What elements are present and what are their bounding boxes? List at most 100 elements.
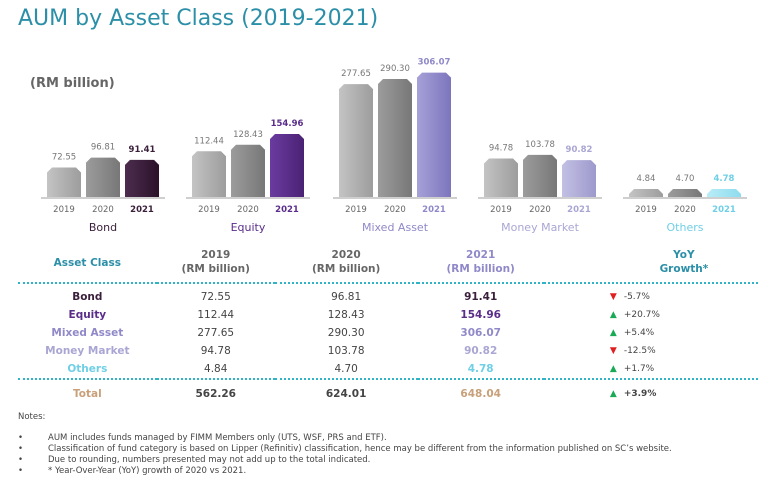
bar-others-2019 (629, 189, 663, 197)
year-label-others-2021: 2021 (712, 205, 736, 215)
year-label-others-2019: 2019 (635, 205, 657, 215)
data-label-equity-2020: 128.43 (233, 130, 263, 140)
row-2020: 103.78 (327, 345, 365, 357)
year-label-money-market-2021: 2021 (567, 205, 591, 215)
category-label-equity: Equity (231, 221, 266, 234)
total-yoy: ▲ +3.9% (544, 379, 758, 405)
down-arrow-icon: ▼ (609, 346, 617, 356)
row-yoy: ▼ -5.7% (544, 283, 758, 306)
total-2019: 562.26 (195, 388, 236, 400)
unit-label: (RM billion) (30, 76, 115, 91)
row-yoy-value: -5.7% (623, 292, 650, 302)
header-2020: 2020 (RM billion) (311, 249, 381, 275)
category-label-others: Others (667, 221, 704, 234)
row-2020: 290.30 (327, 327, 365, 339)
total-yoy-value: +3.9% (623, 389, 657, 399)
row-2021: 91.41 (464, 291, 498, 303)
data-label-others-2021: 4.78 (714, 174, 735, 184)
note-item: Classification of fund category is based… (18, 444, 758, 455)
bar-mixed-asset-2020 (378, 79, 412, 197)
notes-title: Notes: (18, 412, 46, 422)
row-2021: 306.07 (460, 327, 501, 339)
data-label-bond-2019: 72.55 (52, 153, 76, 163)
year-label-bond-2020: 2020 (92, 205, 114, 215)
table-row: Money Market 94.78 103.78 90.82 ▼ -12.5% (18, 342, 758, 360)
row-2019: 112.44 (197, 309, 235, 321)
year-label-bond-2019: 2019 (53, 205, 75, 215)
aum-bar-chart: 72.55 2019 96.81 2020 91.41 2021 Bond 112.44 201… (41, 58, 747, 234)
data-label-others-2019: 4.84 (637, 174, 656, 184)
data-label-money-market-2020: 103.78 (525, 140, 555, 150)
note-item: Due to rounding, numbers presented may n… (18, 455, 758, 466)
note-item: * Year-Over-Year (YoY) growth of 2020 vs… (18, 466, 758, 477)
row-asset-class: Money Market (45, 345, 130, 357)
data-label-money-market-2021: 90.82 (566, 145, 593, 155)
row-2019: 277.65 (197, 327, 235, 339)
row-asset-class: Bond (72, 291, 103, 303)
header-2019: 2019 (RM billion) (181, 249, 250, 275)
bar-others-2021 (707, 189, 741, 197)
year-label-others-2020: 2020 (674, 205, 696, 215)
bar-bond-2020 (86, 157, 120, 197)
row-yoy: ▲ +20.7% (544, 306, 758, 324)
data-label-bond-2021: 91.41 (129, 145, 156, 155)
year-label-mixed-asset-2021: 2021 (422, 205, 446, 215)
bar-equity-2021 (270, 134, 304, 197)
year-label-money-market-2019: 2019 (490, 205, 512, 215)
year-label-mixed-asset-2020: 2020 (384, 205, 406, 215)
table-header-row: Asset Class 2019 (RM billion) 2020 (RM bil… (18, 246, 758, 283)
total-2020: 624.01 (325, 388, 367, 400)
bar-others-2020 (668, 189, 702, 197)
row-2021: 154.96 (460, 309, 501, 321)
row-asset-class: Others (67, 363, 108, 375)
total-2021: 648.04 (460, 388, 501, 400)
bar-money-market-2021 (562, 160, 596, 197)
data-label-bond-2020: 96.81 (91, 143, 115, 153)
row-asset-class: Mixed Asset (51, 327, 124, 339)
year-label-mixed-asset-2019: 2019 (345, 205, 367, 215)
notes-list: AUM includes funds managed by FIMM Membe… (18, 433, 758, 477)
row-2019: 72.55 (200, 291, 231, 303)
data-label-equity-2021: 154.96 (271, 119, 304, 129)
row-yoy: ▼ -12.5% (544, 342, 758, 360)
year-label-money-market-2020: 2020 (529, 205, 551, 215)
year-label-equity-2020: 2020 (237, 205, 259, 215)
row-2019: 94.78 (200, 345, 231, 357)
bar-equity-2019 (192, 151, 226, 197)
data-label-mixed-asset-2020: 290.30 (380, 64, 410, 74)
down-arrow-icon: ▼ (609, 292, 617, 302)
data-label-money-market-2019: 94.78 (489, 143, 513, 153)
data-label-equity-2019: 112.44 (194, 136, 224, 146)
bar-bond-2021 (125, 159, 159, 197)
header-2021: 2021 (RM billion) (446, 249, 515, 275)
data-label-others-2020: 4.70 (676, 174, 695, 184)
year-label-bond-2021: 2021 (130, 205, 154, 215)
table-total-row: Total 562.26 624.01 648.04 ▲ +3.9% (18, 379, 758, 405)
row-yoy-value: -12.5% (623, 346, 656, 356)
notes: Notes: AUM includes funds managed by FIM… (18, 412, 758, 477)
row-2020: 128.43 (327, 309, 365, 321)
header-asset-class: Asset Class (53, 257, 121, 269)
table-row: Equity 112.44 128.43 154.96 ▲ +20.7% (18, 306, 758, 324)
up-arrow-icon: ▲ (609, 389, 617, 399)
row-yoy-value: +1.7% (623, 364, 655, 374)
data-label-mixed-asset-2019: 277.65 (341, 69, 371, 79)
bar-mixed-asset-2019 (339, 84, 373, 197)
row-2020: 4.70 (334, 363, 358, 375)
up-arrow-icon: ▲ (609, 310, 617, 320)
bar-money-market-2020 (523, 154, 557, 197)
total-label: Total (72, 388, 102, 400)
row-asset-class: Equity (68, 309, 107, 321)
row-2019: 4.84 (204, 363, 228, 375)
category-label-money-market: Money Market (501, 221, 579, 234)
table-row: Mixed Asset 277.65 290.30 306.07 ▲ +5.4% (18, 324, 758, 342)
row-yoy-value: +5.4% (623, 328, 655, 338)
page-title: AUM by Asset Class (2019-2021) (18, 6, 379, 31)
bar-mixed-asset-2021 (417, 72, 451, 197)
data-label-mixed-asset-2021: 306.07 (418, 58, 451, 68)
table-row: Others 4.84 4.70 4.78 ▲ +1.7% (18, 360, 758, 379)
bar-money-market-2019 (484, 158, 518, 197)
row-yoy: ▲ +5.4% (544, 324, 758, 342)
year-label-equity-2019: 2019 (198, 205, 220, 215)
up-arrow-icon: ▲ (609, 328, 617, 338)
